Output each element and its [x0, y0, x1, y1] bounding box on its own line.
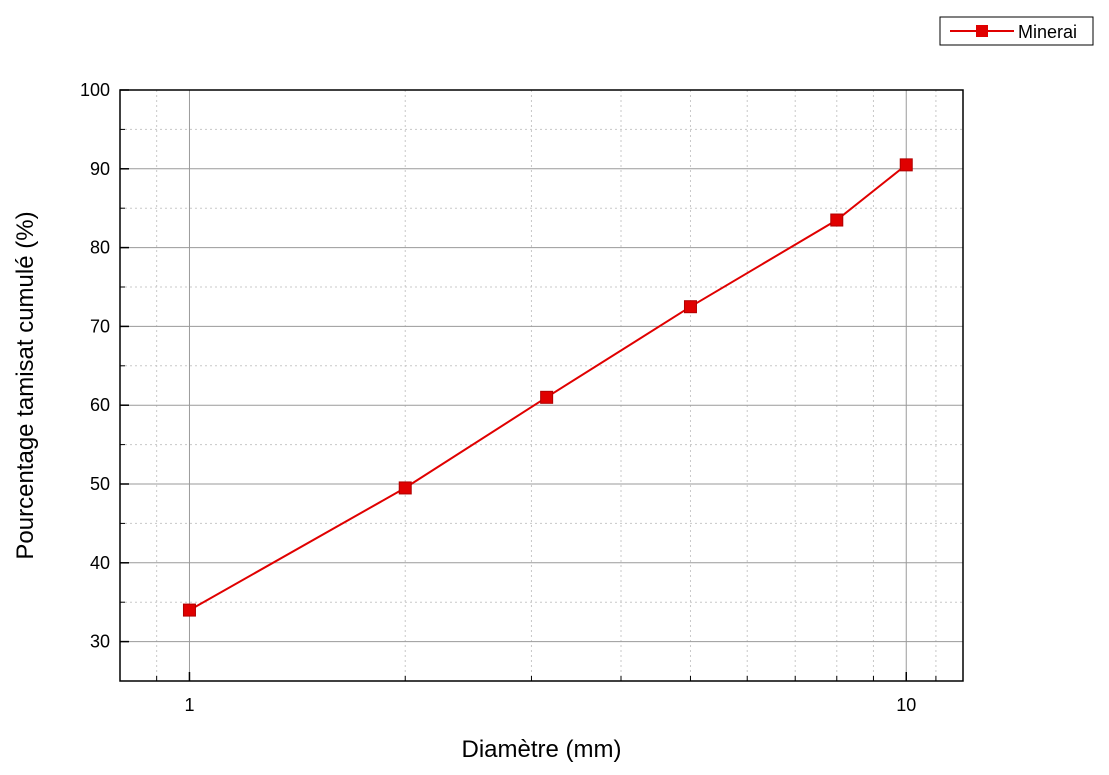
- series-line-minerai: [189, 164, 907, 611]
- legend-marker-square: [976, 25, 988, 37]
- x-tick-label: 10: [896, 695, 916, 715]
- tick-labels: 1 10 30 40 50 60 70 80 90 100: [80, 80, 916, 715]
- series: [182, 158, 913, 617]
- data-point-marker: [398, 481, 412, 495]
- data-point-marker: [683, 300, 697, 314]
- plot-area-frame: [119, 89, 964, 682]
- y-tick-label: 40: [90, 553, 110, 573]
- data-point-marker: [182, 603, 196, 617]
- data-point-marker: [830, 213, 844, 227]
- y-tick-label: 90: [90, 159, 110, 179]
- y-tick-label: 30: [90, 632, 110, 652]
- grid: [119, 90, 964, 682]
- x-axis-title: Diamètre (mm): [462, 736, 622, 763]
- legend: Minerai: [939, 16, 1094, 46]
- y-tick-label: 80: [90, 238, 110, 258]
- y-tick-label: 50: [90, 474, 110, 494]
- y-tick-label: 60: [90, 395, 110, 415]
- y-tick-label: 100: [80, 80, 110, 100]
- x-tick-label: 1: [184, 695, 194, 715]
- legend-label: Minerai: [1018, 22, 1077, 42]
- y-tick-label: 70: [90, 316, 110, 336]
- y-axis-title: Pourcentage tamisat cumulé (%): [12, 211, 39, 559]
- data-point-marker: [899, 158, 913, 172]
- data-point-marker: [540, 390, 554, 404]
- axis-ticks: [119, 89, 964, 682]
